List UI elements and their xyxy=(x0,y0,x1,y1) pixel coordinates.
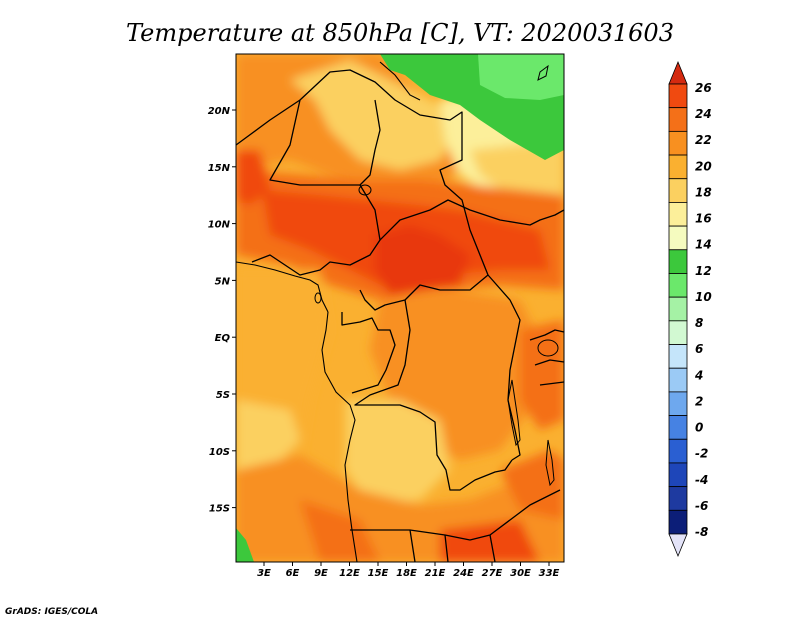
colorbar-swatch xyxy=(668,415,688,440)
colorbar-label: 12 xyxy=(695,264,712,278)
west-hot-patch xyxy=(236,150,270,205)
lake-volta xyxy=(314,292,322,304)
southwest-cool-corner xyxy=(236,528,254,562)
y-axis: 20N 15N 10N 5N EQ 5S 10S 15S xyxy=(208,106,236,515)
x-tick-label: 3E xyxy=(257,568,271,579)
southeast-hot-patch xyxy=(440,520,540,562)
colorbar-swatch xyxy=(668,225,688,251)
colorbar-label: 26 xyxy=(695,81,712,95)
colorbar-label: 22 xyxy=(695,133,712,147)
east-coast-borders xyxy=(529,329,564,386)
colorbar-swatch xyxy=(668,438,688,464)
colorbar-label: 16 xyxy=(695,212,712,226)
lake-chad xyxy=(358,184,372,196)
equatorial-borders xyxy=(341,312,396,394)
colorbar-swatch xyxy=(668,367,688,393)
colorbar-swatch xyxy=(668,130,688,156)
colorbar-top-arrow xyxy=(668,60,688,85)
colorbar-label: 24 xyxy=(695,107,712,121)
colorbar-label: -4 xyxy=(695,473,708,487)
y-tick-label: 10S xyxy=(209,447,230,458)
colorbar-swatch xyxy=(668,320,688,345)
southern-hot-patch xyxy=(300,500,380,562)
colorbar-swatch xyxy=(668,273,688,298)
x-tick-label: 27E xyxy=(482,568,503,579)
internal-borders-north xyxy=(269,99,381,186)
sahara-cool-area xyxy=(290,60,455,170)
colorbar-label: 0 xyxy=(695,421,703,435)
x-tick-label: 9E xyxy=(314,568,328,579)
x-tick-label: 30E xyxy=(510,568,531,579)
east-african-borders xyxy=(487,274,521,461)
angola-plateau-area xyxy=(345,400,450,505)
northeast-cooler-area xyxy=(478,54,564,100)
colorbar-label: 2 xyxy=(695,394,703,408)
lake-malawi xyxy=(545,439,555,487)
atlantic-cool-patch xyxy=(236,400,300,480)
colorbar-label: 6 xyxy=(695,342,703,356)
colorbar-label: -2 xyxy=(695,447,708,461)
colorbar-swatch xyxy=(668,344,688,369)
congo-borders xyxy=(354,299,513,491)
colorbar-swatch xyxy=(668,107,688,132)
colorbar-label: 8 xyxy=(695,316,703,330)
delta-coast xyxy=(379,61,421,101)
colorbar-swatch xyxy=(668,486,688,511)
internal-borders-central xyxy=(251,184,381,276)
x-tick-label: 15E xyxy=(368,568,389,579)
y-tick-label: 15N xyxy=(208,163,231,174)
colorbar-swatch xyxy=(668,249,688,274)
x-tick-label: 12E xyxy=(339,568,360,579)
colorbar-swatch xyxy=(668,83,688,109)
colorbar-label: 14 xyxy=(695,238,712,252)
temperature-map xyxy=(236,54,564,562)
y-tick-label: 15S xyxy=(209,504,230,515)
x-tick-label: 24E xyxy=(453,568,474,579)
y-tick-label: 20N xyxy=(208,106,231,117)
colorbar-label: 4 xyxy=(694,368,703,382)
east-warm-patch xyxy=(520,320,564,430)
southeast-warm-patch xyxy=(500,450,564,520)
colorbar-swatch xyxy=(668,178,688,203)
colorbar-swatch xyxy=(668,391,688,416)
colorbar-swatch xyxy=(668,462,688,488)
southern-internal-borders xyxy=(409,529,496,562)
southwest-coastline xyxy=(321,311,358,562)
colorbar-swatch xyxy=(668,154,688,180)
x-tick-label: 18E xyxy=(396,568,417,579)
x-tick-label: 21E xyxy=(425,568,446,579)
colorbar-swatch xyxy=(668,509,688,535)
lake-victoria xyxy=(537,339,559,357)
colorbar-label: -8 xyxy=(695,525,708,539)
credit-label: GrADS: IGES/COLA xyxy=(5,607,98,617)
map-title: Temperature at 850hPa [C], VT: 202003160… xyxy=(126,19,674,47)
colorbar-label: -6 xyxy=(695,499,708,513)
y-tick-label: 5S xyxy=(216,390,230,401)
y-tick-label: 5N xyxy=(215,276,231,287)
central-hot-core xyxy=(375,225,470,295)
y-tick-label: 10N xyxy=(208,220,231,231)
central-african-borders xyxy=(379,199,564,241)
colorbar-swatch xyxy=(668,296,688,322)
y-tick-label: EQ xyxy=(215,333,231,344)
colorbar-bottom-arrow xyxy=(668,533,688,558)
colorbar-label: 18 xyxy=(695,185,712,199)
lake-tanganyika xyxy=(507,379,521,447)
colorbar-label: 20 xyxy=(695,159,712,173)
map-frame xyxy=(235,53,565,563)
colorbar-label: 10 xyxy=(695,290,712,304)
colorbar-swatch xyxy=(668,202,688,227)
northeast-island xyxy=(537,64,549,81)
x-tick-label: 6E xyxy=(286,568,300,579)
x-axis: 3E 6E 9E 12E 15E 18E 21E 24E 27E 30E 33E xyxy=(257,562,560,579)
x-tick-label: 33E xyxy=(539,568,560,579)
